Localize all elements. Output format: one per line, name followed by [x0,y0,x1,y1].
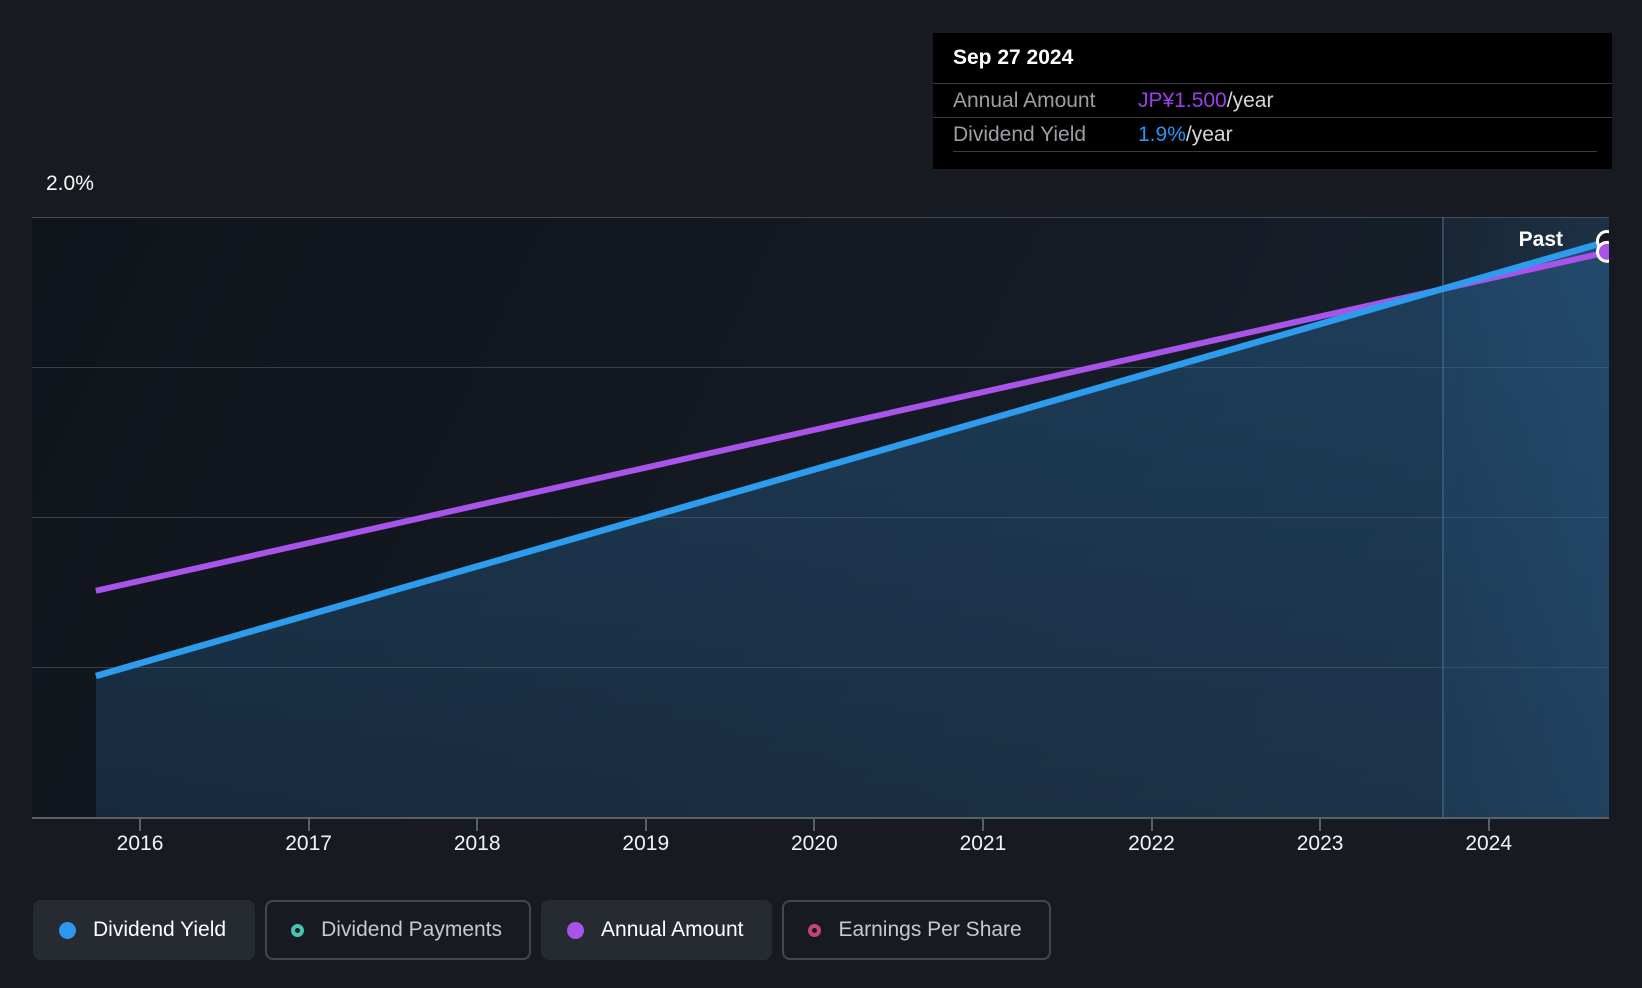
legend-button-label: Dividend Yield [93,918,227,941]
x-axis-tick-label: 2024 [1465,832,1513,855]
legend-button-annual-amount[interactable]: Annual Amount [541,900,773,960]
x-axis-tick [139,819,142,831]
earnings-per-share-legend-dot-icon [808,923,822,937]
y-axis-label-top: 2.0% [46,172,94,195]
dividend-payments-legend-dot-icon [291,923,305,937]
x-axis-tick-label: 2016 [116,832,164,855]
x-axis-tick [476,819,479,831]
chart-tooltip: Sep 27 2024 Annual Amount JP¥1.500/year Di… [933,33,1612,169]
dividend-yield-line [94,237,1609,680]
x-axis-tick-label: 2022 [1128,832,1175,855]
legend-button-label: Annual Amount [601,918,744,941]
x-axis: 2016 2017 2018 2019 2020 2021 2022 2023 2024 [32,819,1609,879]
x-axis-tick [813,819,816,831]
x-axis-tick-label: 2019 [622,832,670,855]
tooltip-row-label: Annual Amount [953,88,1096,112]
chart-plot-area[interactable]: Past [32,217,1609,819]
x-axis-tick [644,819,647,831]
x-axis-tick-label: 2020 [790,832,838,855]
chart-legend: Dividend Yield Dividend Payments Annual Am… [33,900,1051,960]
x-axis-tick-label: 2017 [285,832,332,855]
x-axis-tick-label: 2021 [959,832,1007,855]
tooltip-divider [953,151,1597,152]
x-axis-tick-label: 2023 [1296,832,1344,855]
x-axis-tick-label: 2018 [453,832,501,855]
annual-amount-line [95,248,1609,594]
legend-button-earnings-per-share[interactable]: Earnings Per Share [782,900,1051,960]
tooltip-date: Sep 27 2024 [953,46,1074,69]
dividend-yield-area-fill [95,241,1609,817]
tooltip-row-suffix: /year [1185,122,1233,146]
x-axis-tick [1150,819,1153,831]
legend-button-label: Dividend Payments [321,918,503,941]
x-axis-tick [981,819,984,831]
x-axis-tick [1487,819,1490,831]
gridline-1.5pct [32,367,1609,368]
chart-canvas [94,230,1609,817]
tooltip-row-label: Dividend Yield [953,122,1087,146]
tooltip-row-value: JP¥1.500 [1138,88,1227,112]
legend-button-dividend-payments[interactable]: Dividend Payments [265,900,532,960]
tooltip-row: Annual Amount JP¥1.500/year [933,83,1612,117]
legend-button-dividend-yield[interactable]: Dividend Yield [33,900,256,960]
dividend-yield-legend-dot-icon [59,921,76,939]
legend-button-label: Earnings Per Share [838,918,1022,941]
annual-amount-legend-dot-icon [567,921,585,939]
past-label: Past [1518,228,1563,251]
tooltip-row-suffix: /year [1226,88,1274,112]
x-axis-tick [1319,819,1322,831]
tooltip-row: Dividend Yield 1.9%/year [933,117,1612,151]
x-axis-tick [307,819,310,831]
annual-amount-endpoint-marker [1596,240,1609,263]
tooltip-row-value: 1.9% [1138,122,1186,146]
gridline-2.0pct [32,217,1609,218]
